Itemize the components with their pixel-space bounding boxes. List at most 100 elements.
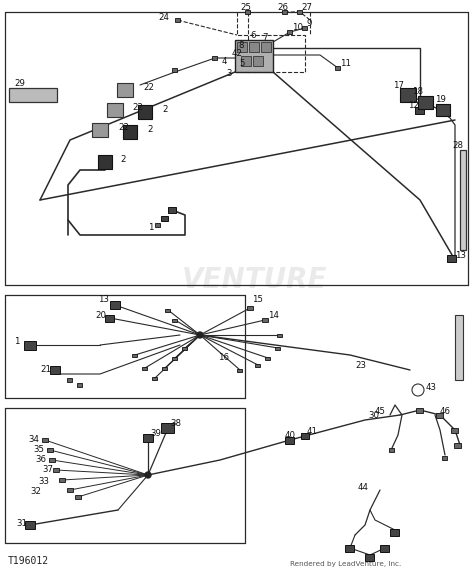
- Bar: [106, 316, 114, 320]
- Bar: [173, 68, 177, 72]
- Text: 6: 6: [250, 32, 255, 41]
- Circle shape: [145, 472, 151, 478]
- Bar: [298, 10, 302, 14]
- Bar: [133, 354, 137, 356]
- Text: 40: 40: [285, 430, 296, 439]
- Bar: [163, 367, 167, 370]
- Text: 29: 29: [14, 80, 25, 88]
- Bar: [418, 96, 433, 109]
- Text: 37: 37: [42, 465, 53, 474]
- Text: 32: 32: [30, 488, 41, 496]
- Text: 9: 9: [307, 19, 312, 29]
- Bar: [9, 88, 57, 102]
- Bar: [235, 40, 273, 72]
- Bar: [78, 383, 82, 387]
- Text: 13: 13: [455, 250, 466, 260]
- Bar: [288, 30, 292, 34]
- Bar: [237, 368, 243, 371]
- Bar: [110, 302, 119, 308]
- Text: 43: 43: [426, 383, 437, 391]
- Bar: [247, 306, 253, 310]
- Text: 22: 22: [143, 84, 154, 92]
- Bar: [24, 340, 36, 350]
- Bar: [42, 438, 48, 442]
- Bar: [265, 356, 271, 359]
- Text: 25: 25: [240, 3, 251, 13]
- Bar: [283, 10, 288, 14]
- Text: 13: 13: [98, 296, 109, 304]
- Text: 30: 30: [368, 410, 379, 419]
- Bar: [301, 433, 309, 439]
- Bar: [59, 478, 65, 482]
- Bar: [162, 423, 174, 433]
- Bar: [47, 448, 53, 452]
- Text: 28: 28: [452, 142, 463, 151]
- Bar: [452, 427, 458, 433]
- Text: 39: 39: [150, 430, 161, 438]
- Bar: [241, 56, 251, 66]
- Text: 33: 33: [38, 477, 49, 486]
- Bar: [155, 223, 161, 227]
- Text: 11: 11: [340, 60, 351, 69]
- Bar: [390, 448, 394, 452]
- Bar: [346, 544, 355, 551]
- Bar: [455, 442, 462, 448]
- Bar: [123, 125, 137, 139]
- Bar: [182, 347, 188, 350]
- Bar: [302, 26, 308, 30]
- Text: 44: 44: [358, 482, 369, 492]
- Text: 10: 10: [292, 23, 303, 33]
- Text: 45: 45: [375, 407, 386, 417]
- Text: 1: 1: [148, 223, 154, 233]
- Text: 41: 41: [307, 427, 318, 437]
- Text: 2: 2: [120, 155, 126, 164]
- Bar: [153, 376, 157, 379]
- Text: 42: 42: [232, 49, 243, 58]
- Bar: [212, 56, 218, 60]
- Text: 8: 8: [238, 41, 244, 50]
- Text: 7: 7: [262, 33, 267, 42]
- Text: 19: 19: [435, 96, 446, 104]
- Text: 31: 31: [16, 520, 27, 528]
- Text: 34: 34: [28, 435, 39, 445]
- Bar: [117, 83, 133, 97]
- Bar: [165, 308, 171, 312]
- Bar: [53, 468, 59, 472]
- Bar: [285, 437, 294, 444]
- Bar: [50, 366, 60, 374]
- Text: 46: 46: [440, 407, 451, 417]
- Text: 23: 23: [355, 360, 366, 370]
- Text: Rendered by LeadVenture, Inc.: Rendered by LeadVenture, Inc.: [290, 561, 401, 567]
- Bar: [443, 456, 447, 460]
- Text: 4: 4: [222, 57, 228, 66]
- Text: 38: 38: [170, 419, 181, 429]
- Circle shape: [197, 332, 203, 338]
- Text: 36: 36: [35, 456, 46, 465]
- Bar: [143, 367, 147, 370]
- Text: 3: 3: [226, 69, 231, 77]
- Bar: [455, 315, 463, 380]
- Bar: [92, 123, 108, 137]
- Text: 17: 17: [393, 80, 404, 89]
- Text: T196012: T196012: [8, 556, 49, 566]
- Bar: [416, 107, 425, 113]
- Bar: [277, 333, 283, 336]
- Text: 16: 16: [218, 352, 229, 362]
- Bar: [436, 104, 450, 116]
- Bar: [175, 18, 181, 22]
- Bar: [75, 495, 81, 499]
- Bar: [400, 88, 416, 102]
- Text: 26: 26: [277, 3, 288, 13]
- Text: 27: 27: [301, 3, 312, 13]
- Text: 2: 2: [162, 105, 167, 115]
- Bar: [261, 42, 271, 52]
- Bar: [275, 347, 281, 350]
- Bar: [25, 521, 35, 529]
- Text: 1: 1: [14, 336, 19, 346]
- Bar: [253, 56, 263, 66]
- Bar: [336, 66, 340, 70]
- Text: 2: 2: [147, 125, 153, 135]
- Bar: [460, 150, 466, 250]
- Bar: [49, 458, 55, 462]
- Bar: [110, 301, 120, 309]
